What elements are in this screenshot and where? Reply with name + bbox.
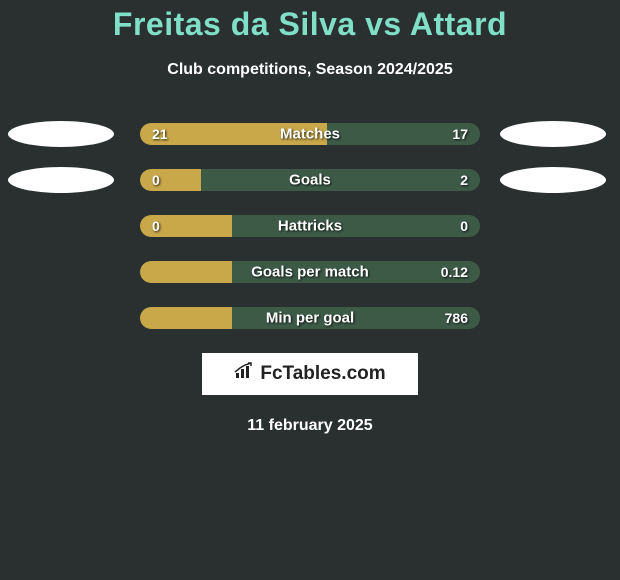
stat-label: Hattricks xyxy=(278,218,342,235)
stat-row: Min per goal 786 xyxy=(0,307,620,329)
stat-bar: Goals 0 2 xyxy=(140,169,480,191)
stat-bar-left-segment xyxy=(140,261,232,283)
logo-box[interactable]: FcTables.com xyxy=(202,353,418,395)
comparison-chart: Matches 21 17 Goals 0 2 Hattricks 0 0 Goals per m… xyxy=(0,123,620,329)
stat-bar: Matches 21 17 xyxy=(140,123,480,145)
stat-row: Matches 21 17 xyxy=(0,123,620,145)
stat-label: Matches xyxy=(280,126,340,143)
player-left-marker xyxy=(8,167,114,193)
page-title: Freitas da Silva vs Attard xyxy=(0,6,620,43)
bar-chart-icon xyxy=(234,362,256,386)
stat-label: Min per goal xyxy=(266,310,354,327)
stat-label: Goals xyxy=(289,172,331,189)
comparison-card: Freitas da Silva vs Attard Club competit… xyxy=(0,0,620,435)
logo: FcTables.com xyxy=(234,362,385,386)
stat-right-value: 17 xyxy=(452,126,468,142)
stat-right-value: 0 xyxy=(460,218,468,234)
stat-bar-left-segment xyxy=(140,307,232,329)
player-right-marker xyxy=(500,167,606,193)
stat-right-value: 786 xyxy=(445,310,468,326)
stat-bar: Hattricks 0 0 xyxy=(140,215,480,237)
stat-right-value: 0.12 xyxy=(441,264,468,280)
stat-left-value: 21 xyxy=(152,126,168,142)
logo-text: FcTables.com xyxy=(260,363,385,385)
stat-label: Goals per match xyxy=(251,264,369,281)
stat-row: Goals 0 2 xyxy=(0,169,620,191)
stat-row: Hattricks 0 0 xyxy=(0,215,620,237)
player-left-marker xyxy=(8,121,114,147)
stat-bar: Min per goal 786 xyxy=(140,307,480,329)
stat-row: Goals per match 0.12 xyxy=(0,261,620,283)
stat-bar: Goals per match 0.12 xyxy=(140,261,480,283)
stat-right-value: 2 xyxy=(460,172,468,188)
stat-left-value: 0 xyxy=(152,218,160,234)
subtitle: Club competitions, Season 2024/2025 xyxy=(0,61,620,79)
date-label: 11 february 2025 xyxy=(0,417,620,435)
player-right-marker xyxy=(500,121,606,147)
stat-left-value: 0 xyxy=(152,172,160,188)
stat-bar-left-segment xyxy=(140,169,201,191)
